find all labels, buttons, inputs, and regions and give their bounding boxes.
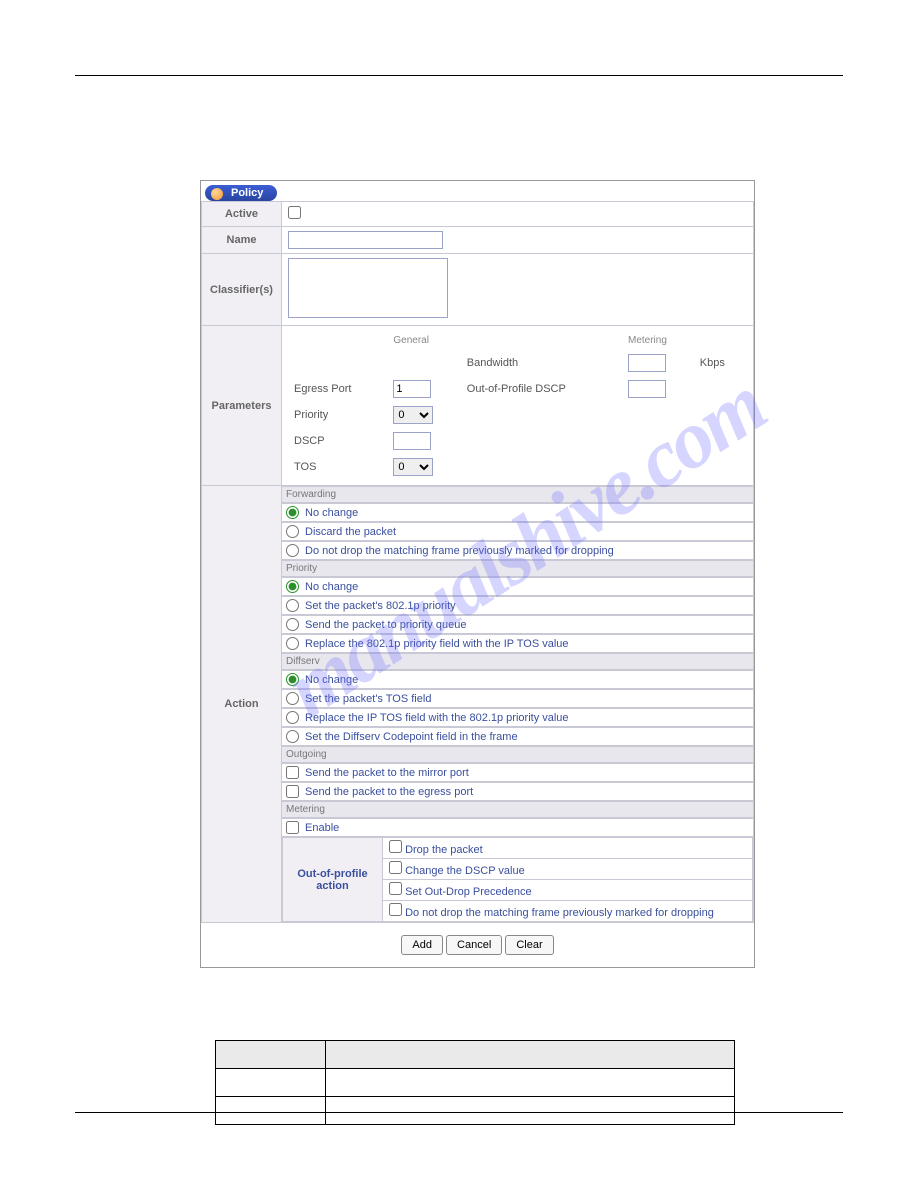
heading-general: General (389, 332, 460, 349)
chk-out-1[interactable] (286, 785, 299, 798)
priority-select[interactable]: 0 (393, 406, 433, 424)
rt-cell-2-2 (326, 1097, 735, 1125)
heading-metering: Metering (624, 332, 694, 349)
radio-pri-1[interactable] (286, 599, 299, 612)
label-egress-port: Egress Port (290, 377, 387, 401)
rt-cell-1-1 (216, 1069, 326, 1097)
panel-title: Policy (205, 185, 277, 201)
chk-out-0[interactable] (286, 766, 299, 779)
chk-oop-0[interactable] (389, 840, 402, 853)
radio-pri-3[interactable] (286, 637, 299, 650)
chk-metering-enable[interactable] (286, 821, 299, 834)
label-classifiers: Classifier(s) (202, 254, 282, 326)
opt-fwd-1: Discard the packet (305, 526, 396, 538)
heading-diffserv: Diffserv (282, 653, 753, 670)
radio-dfs-3[interactable] (286, 730, 299, 743)
parameters-grid: General Metering Bandwidth Kbps (288, 330, 747, 481)
label-priority: Priority (290, 403, 387, 427)
label-tos: TOS (290, 455, 387, 479)
opt-dfs-1: Set the packet's TOS field (305, 693, 431, 705)
radio-dfs-2[interactable] (286, 711, 299, 724)
opt-out-0: Send the packet to the mirror port (305, 767, 469, 779)
top-rule (75, 75, 843, 76)
opt-fwd-2: Do not drop the matching frame previousl… (305, 545, 614, 557)
radio-dfs-0[interactable] (286, 673, 299, 686)
opt-pri-1: Set the packet's 802.1p priority (305, 600, 456, 612)
opt-dfs-0: No change (305, 674, 358, 686)
radio-fwd-0[interactable] (286, 506, 299, 519)
name-input[interactable] (288, 231, 443, 249)
radio-pri-0[interactable] (286, 580, 299, 593)
chk-oop-2[interactable] (389, 882, 402, 895)
active-checkbox[interactable] (288, 206, 301, 219)
opt-pri-2: Send the packet to priority queue (305, 619, 466, 631)
add-button[interactable]: Add (401, 935, 443, 955)
label-active: Active (202, 202, 282, 227)
label-oop-dscp: Out-of-Profile DSCP (463, 377, 622, 401)
chk-oop-3[interactable] (389, 903, 402, 916)
rt-cell-1-2 (326, 1069, 735, 1097)
rt-cell-2-1 (216, 1097, 326, 1125)
cancel-button[interactable]: Cancel (446, 935, 502, 955)
out-of-profile-table: Out-of-profile action Drop the packet Ch… (282, 837, 753, 922)
label-action: Action (202, 486, 282, 923)
heading-forwarding: Forwarding (282, 486, 753, 503)
dscp-input[interactable] (393, 432, 431, 450)
opt-dfs-3: Set the Diffserv Codepoint field in the … (305, 731, 518, 743)
policy-form-frame: Policy Active Name Classifier(s) Paramet… (200, 180, 755, 968)
radio-pri-2[interactable] (286, 618, 299, 631)
oop-dscp-input[interactable] (628, 380, 666, 398)
button-row: Add Cancel Clear (201, 923, 754, 967)
opt-oop-2: Set Out-Drop Precedence (405, 886, 532, 898)
heading-priority: Priority (282, 560, 753, 577)
chk-oop-1[interactable] (389, 861, 402, 874)
egress-port-input[interactable] (393, 380, 431, 398)
radio-fwd-1[interactable] (286, 525, 299, 538)
bottom-rule (75, 1112, 843, 1113)
opt-oop-3: Do not drop the matching frame previousl… (405, 907, 714, 919)
opt-oop-0: Drop the packet (405, 844, 483, 856)
opt-out-1: Send the packet to the egress port (305, 786, 473, 798)
label-bandwidth: Bandwidth (463, 351, 622, 375)
opt-pri-3: Replace the 802.1p priority field with t… (305, 638, 569, 650)
tos-select[interactable]: 0 (393, 458, 433, 476)
radio-dfs-1[interactable] (286, 692, 299, 705)
label-parameters: Parameters (202, 326, 282, 486)
heading-outgoing: Outgoing (282, 746, 753, 763)
policy-table: Active Name Classifier(s) Parameters Gen… (201, 201, 754, 923)
rt-head-1 (216, 1041, 326, 1069)
opt-oop-1: Change the DSCP value (405, 865, 525, 877)
rt-head-2 (326, 1041, 735, 1069)
opt-pri-0: No change (305, 581, 358, 593)
label-kbps: Kbps (696, 351, 745, 375)
opt-fwd-0: No change (305, 507, 358, 519)
bandwidth-input[interactable] (628, 354, 666, 372)
clear-button[interactable]: Clear (505, 935, 553, 955)
label-name: Name (202, 227, 282, 254)
opt-metering-enable: Enable (305, 822, 339, 834)
opt-dfs-2: Replace the IP TOS field with the 802.1p… (305, 712, 569, 724)
radio-fwd-2[interactable] (286, 544, 299, 557)
label-dscp: DSCP (290, 429, 387, 453)
label-oop-action: Out-of-profile action (283, 838, 383, 922)
heading-metering: Metering (282, 801, 753, 818)
classifiers-textarea[interactable] (288, 258, 448, 318)
